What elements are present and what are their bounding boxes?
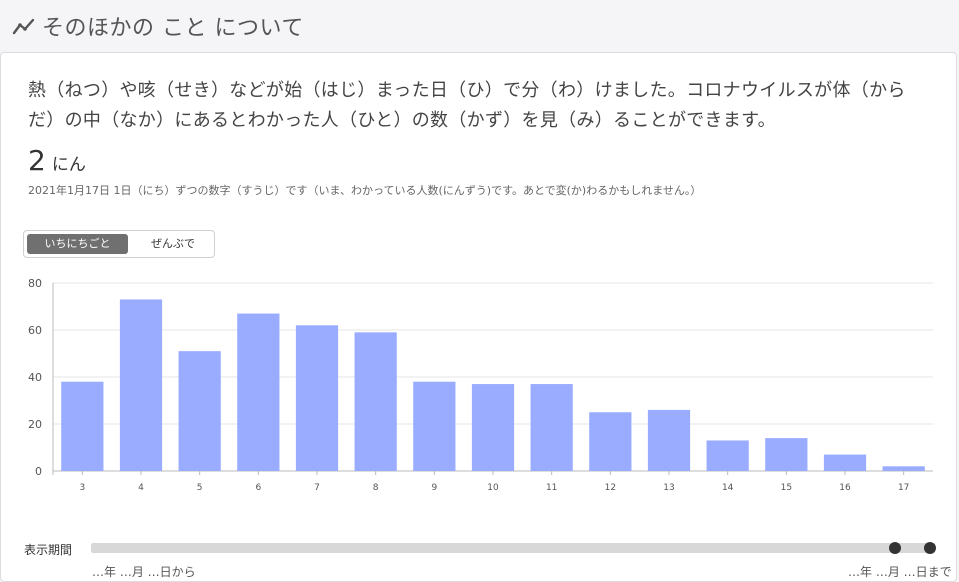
- bar: [471, 384, 515, 471]
- bar: [295, 325, 339, 471]
- bar: [882, 466, 925, 471]
- bar: [354, 332, 397, 471]
- x-tick-label: 4: [138, 483, 144, 493]
- x-tick-label: 12: [605, 483, 616, 493]
- bar: [413, 381, 456, 471]
- bar: [178, 351, 221, 471]
- x-tick-label: 14: [722, 483, 734, 493]
- x-tick-label: 6: [255, 483, 261, 493]
- y-tick-label: 40: [28, 371, 42, 384]
- view-toggle: いちにちごと ぜんぶで: [23, 230, 215, 258]
- latest-unit: にん: [51, 155, 86, 175]
- x-tick-label: 13: [663, 483, 674, 493]
- x-tick-label: 15: [781, 483, 792, 493]
- bar: [237, 313, 280, 471]
- latest-count: 2: [28, 144, 46, 177]
- bar-chart: 0 20 40 60 80 3 4 5 6 7 8 9 10 11 12 13 14 15 16 17: [28, 277, 933, 493]
- period-slider-track[interactable]: [91, 543, 935, 553]
- bar: [530, 384, 573, 471]
- x-tick-label: 8: [373, 483, 379, 493]
- page-header: そのほかの こと について: [0, 0, 959, 52]
- y-tick-label: 80: [28, 277, 42, 290]
- x-tick-label: 3: [79, 483, 85, 493]
- bar: [823, 454, 867, 471]
- x-tick-label: 10: [487, 483, 499, 493]
- x-tick-label: 11: [546, 483, 557, 493]
- period-slider-start-handle[interactable]: [889, 542, 901, 554]
- chart-description: 熱（ねつ）や咳（せき）などが始（はじ）まった日（ひ）で分（わ）けました。コロナウ…: [28, 80, 906, 131]
- x-tick-label: 17: [898, 483, 909, 493]
- bar: [119, 299, 163, 471]
- period-slider-end-handle[interactable]: [924, 542, 936, 554]
- x-tick-label: 5: [197, 483, 203, 493]
- x-tick-label: 7: [314, 483, 320, 493]
- bar: [647, 409, 691, 471]
- y-tick-label: 60: [28, 324, 42, 337]
- daily-toggle-button[interactable]: いちにちごと: [27, 234, 128, 254]
- line-chart-icon: [12, 18, 35, 35]
- period-start-date: …年 …月 …日から: [92, 565, 196, 579]
- bar: [589, 412, 632, 471]
- page-title: そのほかの こと について: [42, 16, 304, 41]
- y-tick-label: 20: [28, 418, 42, 431]
- y-tick-label: 0: [35, 465, 42, 478]
- date-note: 2021年1月17日 1日（にち）ずつの数字（すうじ）です（いま、わかっている人…: [28, 184, 702, 197]
- latest-value: 2 にん: [28, 144, 86, 177]
- bar: [765, 438, 808, 471]
- bar: [706, 440, 749, 471]
- period-label: 表示期間: [24, 543, 73, 557]
- total-toggle-button[interactable]: ぜんぶで: [151, 237, 195, 250]
- period-end-date: …年 …月 …日まで: [848, 565, 952, 579]
- x-tick-label: 16: [839, 483, 851, 493]
- x-tick-label: 9: [431, 483, 437, 493]
- bar: [61, 381, 104, 471]
